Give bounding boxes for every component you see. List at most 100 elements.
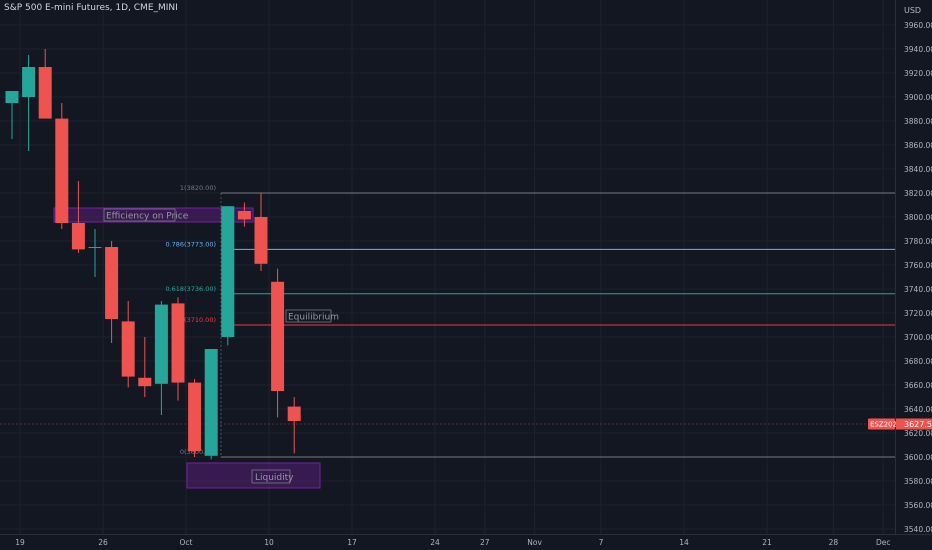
- time-tick-label: Oct: [180, 538, 193, 547]
- price-tick-label: 3960.00: [904, 21, 932, 30]
- fib-level-label: 1(3820.00): [180, 184, 216, 192]
- price-tick-label: 3800.00: [904, 213, 932, 222]
- time-tick-label: 7: [599, 538, 604, 547]
- price-tick-label: 3540.00: [904, 525, 932, 534]
- annotation-boxes: [53, 207, 321, 489]
- efficiency-label: Efficiency on Price: [106, 212, 189, 222]
- candle-body: [188, 382, 202, 451]
- price-tick-label: 3700.00: [904, 333, 932, 342]
- equilibrium-label: Equilibrium: [288, 313, 339, 323]
- time-tick-label: Nov: [527, 538, 542, 547]
- price-tick-label: 3760.00: [904, 261, 932, 270]
- symbol-tag-background: [868, 418, 895, 430]
- fib-level-label: 0.786(3773.00): [165, 240, 216, 248]
- candle-body: [287, 406, 301, 421]
- candle: [22, 55, 36, 151]
- price-tick-label: 3660.00: [904, 381, 932, 390]
- candle-body: [221, 206, 235, 337]
- candle: [237, 202, 251, 227]
- candle: [121, 301, 135, 388]
- candle: [221, 206, 235, 346]
- candle-body: [204, 349, 218, 456]
- candle-body: [254, 217, 268, 264]
- price-tick-label: 3600.00: [904, 453, 932, 462]
- time-tick-label: Dec: [876, 538, 891, 547]
- candle: [5, 91, 19, 139]
- currency-label: USD: [904, 6, 921, 15]
- price-tick-label: 3560.00: [904, 501, 932, 510]
- last-price-background: [896, 418, 932, 430]
- time-tick-label: 19: [15, 538, 25, 547]
- candle: [105, 241, 119, 343]
- time-tick-label: 26: [98, 538, 108, 547]
- candle-body: [138, 377, 152, 387]
- candle: [171, 297, 185, 401]
- liquidity-label-frame: [251, 469, 291, 484]
- candle: [138, 337, 152, 397]
- price-tick-label: 3880.00: [904, 117, 932, 126]
- candle: [55, 103, 69, 229]
- price-tick-label: 3620.00: [904, 429, 932, 438]
- grid: [0, 0, 895, 534]
- fib-level-label: 0(3600.00): [180, 448, 216, 456]
- time-tick-label: 27: [480, 538, 490, 547]
- last-price-tag: ESZ2022 3627.50: [868, 418, 932, 430]
- fib-level-label: 0.618(3736.00): [165, 285, 216, 293]
- annotation-labels: Efficiency on Price Equilibrium Liquidit…: [103, 208, 339, 484]
- candle-body: [154, 304, 168, 384]
- candles: [5, 49, 301, 460]
- candle-body: [22, 67, 36, 97]
- candle: [71, 181, 85, 253]
- price-tick-label: 3820.00: [904, 189, 932, 198]
- last-price-label: 3627.50: [904, 420, 932, 429]
- time-axis-ticks: 19 26 Oct 10 17 24 27 Nov 7 14 21 28 Dec: [15, 538, 890, 547]
- time-tick-label: 14: [679, 538, 689, 547]
- liquidity-label: Liquidity: [255, 473, 294, 483]
- candle: [154, 301, 168, 415]
- candle: [188, 379, 202, 457]
- fib-level-label: 0.5(3710.00): [174, 316, 216, 324]
- price-tick-label: 3740.00: [904, 285, 932, 294]
- candle: [88, 229, 102, 277]
- time-tick-label: 24: [430, 538, 440, 547]
- price-tick-label: 3720.00: [904, 309, 932, 318]
- symbol-title[interactable]: S&P 500 E-mini Futures, 1D, CME_MINI: [4, 3, 178, 13]
- candle-body: [38, 67, 52, 119]
- candle: [271, 268, 285, 418]
- candle-body: [88, 247, 102, 248]
- price-tick-label: 3780.00: [904, 237, 932, 246]
- price-tick-label: 3940.00: [904, 45, 932, 54]
- candle-body: [271, 281, 285, 391]
- price-tick-label: 3580.00: [904, 477, 932, 486]
- price-tick-label: 3900.00: [904, 93, 932, 102]
- candle: [254, 193, 268, 271]
- candle-body: [71, 223, 85, 250]
- candle-body: [237, 211, 251, 220]
- price-tick-label: 3920.00: [904, 69, 932, 78]
- candle-body: [105, 247, 119, 319]
- time-tick-label: 28: [829, 538, 839, 547]
- candle-body: [5, 91, 19, 103]
- price-axis-ticks: 3960.00 3940.00 3920.00 3900.00 3880.00 3860.…: [904, 21, 932, 534]
- candle: [38, 49, 52, 119]
- price-tick-label: 3640.00: [904, 405, 932, 414]
- time-tick-label: 21: [762, 538, 772, 547]
- fib-retracement[interactable]: 1(3820.00) 0.786(3773.00) 0.618(3736.00) 0.…: [165, 184, 895, 458]
- price-tick-label: 3840.00: [904, 165, 932, 174]
- candle-body: [171, 303, 185, 383]
- price-axis[interactable]: USD 3960.003940.003920.003900.003880.003…: [868, 0, 932, 534]
- equilibrium-label-frame: [285, 309, 332, 323]
- time-tick-label: 10: [264, 538, 274, 547]
- candle-body: [121, 321, 135, 377]
- price-tick-label: 3680.00: [904, 357, 932, 366]
- candle: [287, 397, 301, 454]
- price-tick-label: 3860.00: [904, 141, 932, 150]
- symbol-tag: ESZ2022: [870, 421, 901, 429]
- time-tick-label: 17: [347, 538, 357, 547]
- time-axis[interactable]: 19 26 Oct 10 17 24 27 Nov 7 14 21 28 Dec: [0, 534, 932, 548]
- efficiency-label-frame: [103, 208, 176, 222]
- candle-body: [55, 118, 69, 223]
- liquidity-box[interactable]: [186, 462, 321, 489]
